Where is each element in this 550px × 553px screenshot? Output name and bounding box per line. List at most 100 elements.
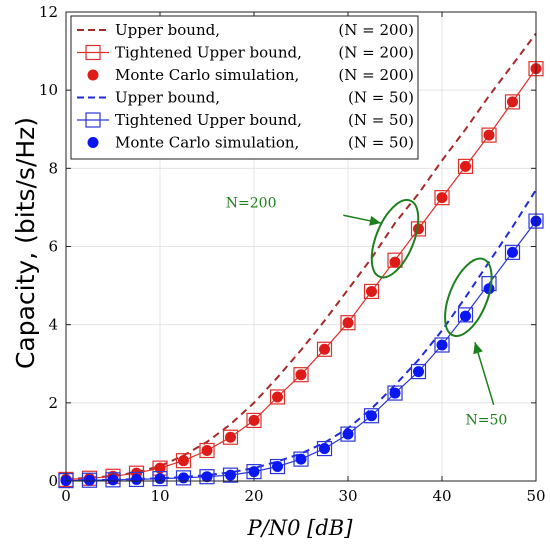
square-marker (434, 337, 450, 353)
legend-label: Upper bound, (115, 89, 220, 107)
y-tick-label: 12 (39, 3, 58, 21)
monte-carlo-point (413, 366, 424, 378)
square-marker (81, 472, 98, 488)
square-marker (269, 389, 286, 405)
y-tick-label: 10 (39, 81, 58, 99)
monte-carlo-point (366, 285, 377, 297)
legend-swatch-square (85, 112, 101, 128)
monte-carlo-point (319, 343, 330, 355)
x-axis-label: P/N0 [dB] (247, 516, 354, 540)
square-marker (293, 451, 309, 467)
legend-swatch-dot (87, 137, 99, 148)
legend-param: (N = 200) (338, 66, 414, 84)
monte-carlo-point (178, 455, 189, 467)
monte-carlo-point (319, 443, 330, 455)
square-marker (504, 244, 521, 260)
monte-carlo-point (342, 428, 354, 440)
square-marker (363, 408, 380, 424)
y-tick-label: 2 (48, 394, 58, 412)
legend: Upper bound, (N = 200) Tightened Upper bou… (70, 15, 419, 160)
legend-swatch-square (85, 44, 101, 61)
legend-param: (N = 50) (348, 111, 414, 129)
monte-carlo-point (436, 339, 448, 351)
square-marker (222, 429, 239, 445)
legend-swatch-dot (87, 69, 99, 81)
square-marker (316, 440, 333, 457)
square-marker (175, 470, 192, 486)
legend-param: (N = 200) (338, 44, 414, 62)
annotation-label: N=50 (466, 412, 508, 428)
monte-carlo-point (225, 469, 236, 481)
y-tick-label: 4 (48, 316, 58, 334)
square-marker (222, 467, 239, 483)
legend-param: (N = 50) (348, 89, 414, 107)
x-tick-label: 40 (432, 487, 451, 505)
square-marker (410, 363, 427, 380)
annotation-label: N=200 (226, 195, 277, 211)
monte-carlo-point (483, 129, 495, 141)
monte-carlo-point (389, 256, 401, 268)
square-marker (457, 307, 474, 323)
legend-param: (N = 200) (338, 21, 414, 39)
square-marker (199, 469, 215, 485)
x-tick-label: 20 (244, 487, 263, 505)
monte-carlo-point (178, 472, 189, 484)
square-marker (504, 94, 521, 110)
monte-carlo-point (389, 387, 401, 399)
annotation-ellipse (370, 198, 420, 279)
square-marker (457, 158, 474, 174)
square-marker (340, 426, 356, 442)
monte-carlo-point (131, 473, 142, 485)
monte-carlo-point (507, 96, 518, 108)
y-axis-label: Capacity, (bits/s/Hz) (11, 117, 40, 369)
square-marker (481, 127, 497, 143)
series-line-upper-bound (65, 189, 537, 482)
square-marker (128, 471, 145, 488)
monte-carlo-point (295, 369, 307, 381)
monte-carlo-point (248, 414, 260, 426)
monte-carlo-point (507, 246, 518, 258)
legend-label: Tightened Upper bound, (115, 111, 302, 129)
monte-carlo-point (272, 391, 283, 403)
legend-label: Monte Carlo simulation, (115, 66, 299, 84)
x-tick-label: 10 (150, 487, 169, 505)
y-tick-label: 0 (48, 472, 58, 490)
monte-carlo-point (154, 462, 166, 474)
monte-carlo-point (295, 453, 307, 465)
square-marker (246, 412, 262, 429)
x-tick-label: 50 (526, 487, 545, 505)
monte-carlo-point (201, 471, 213, 483)
monte-carlo-point (460, 310, 471, 322)
square-marker (340, 315, 356, 331)
monte-carlo-point (413, 223, 424, 235)
legend-param: (N = 50) (348, 134, 414, 152)
monte-carlo-point (436, 192, 448, 204)
square-marker (316, 341, 333, 357)
square-marker (434, 190, 450, 206)
x-tick-label: 30 (338, 487, 357, 505)
x-tick-label: 0 (61, 487, 71, 505)
legend-box (70, 15, 419, 160)
legend-label: Upper bound, (115, 21, 220, 39)
series-layer (58, 32, 544, 489)
annotation-arrowhead (369, 215, 381, 226)
monte-carlo-point (366, 410, 377, 422)
monte-carlo-point (460, 160, 471, 172)
annotations: N=200 N=50 (226, 195, 508, 428)
monte-carlo-point (107, 474, 119, 486)
square-marker (199, 442, 215, 459)
square-marker (152, 471, 168, 487)
monte-carlo-point (201, 445, 213, 457)
annotation-ellipse (444, 257, 493, 338)
square-marker (293, 367, 309, 383)
square-marker (105, 472, 121, 488)
square-marker (269, 458, 286, 475)
square-marker (175, 453, 192, 469)
square-marker (363, 283, 380, 300)
annotation-arrowhead (473, 342, 483, 355)
axes: 0 10 20 30 40 50 0 2 4 6 8 10 12 (39, 3, 546, 505)
monte-carlo-point (84, 474, 95, 486)
y-tick-label: 6 (48, 238, 58, 256)
series-line-upper-bound (65, 32, 537, 480)
